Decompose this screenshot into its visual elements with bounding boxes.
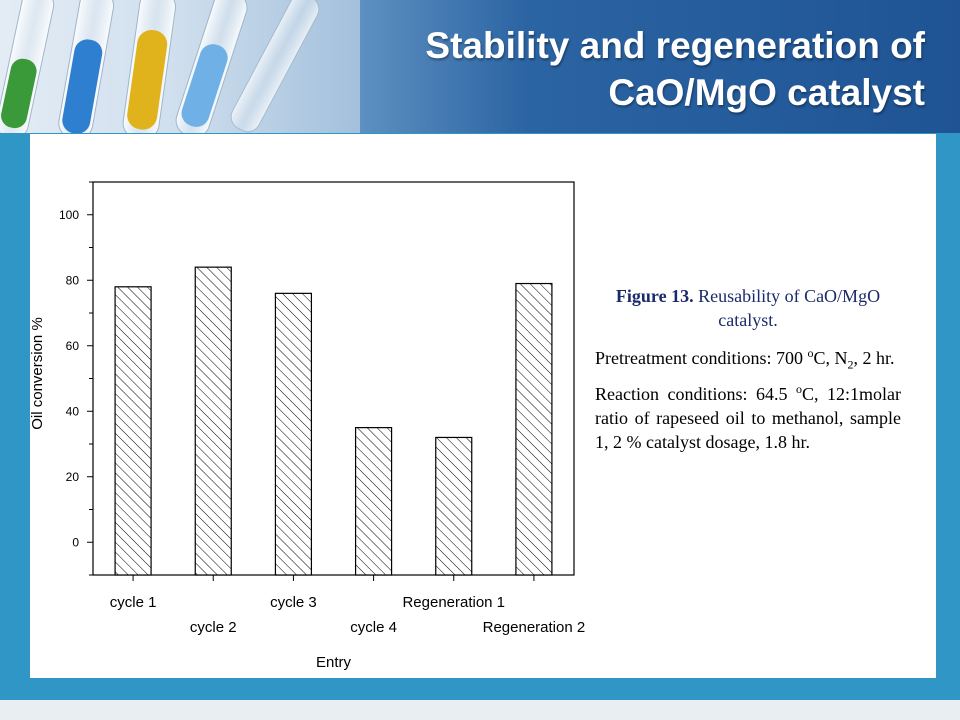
reaction-text-b: C, 12:1molar ratio of rapeseed oil to me… (595, 384, 901, 452)
bar (435, 436, 473, 576)
y-axis-title: Oil conversion % (29, 317, 46, 430)
x-category-label: cycle 4 (350, 619, 397, 636)
reaction-degree: o (796, 382, 802, 396)
plot-frame (92, 181, 575, 576)
pretreatment-degree: o (807, 346, 814, 360)
y-tick-label: 60 (66, 339, 80, 353)
pretreatment-conditions: Pretreatment conditions: 700 oC, N2, 2 h… (595, 346, 901, 372)
test-tubes-image (0, 0, 360, 133)
figure-caption: Figure 13. Reusability of CaO/MgO cataly… (595, 284, 901, 466)
bar (354, 427, 393, 576)
y-tick-label: 80 (66, 273, 80, 287)
bar (515, 282, 553, 576)
figure-label: Figure 13. (615, 286, 694, 306)
y-tick-label: 0 (72, 535, 79, 549)
y-tick-label: 40 (66, 404, 80, 418)
bar (274, 292, 313, 576)
bottom-strip (0, 700, 960, 720)
caption-title: Figure 13. Reusability of CaO/MgO cataly… (595, 284, 901, 332)
figure-text: Reusability of CaO/MgO catalyst. (693, 286, 881, 330)
bar (114, 286, 152, 576)
x-category-label: Regeneration 2 (483, 619, 586, 636)
x-category-label: cycle 2 (190, 619, 237, 636)
x-category-label: Regeneration 1 (402, 594, 505, 611)
reaction-conditions: Reaction conditions: 64.5 oC, 12:1molar … (595, 382, 901, 454)
x-category-label: cycle 1 (110, 594, 157, 611)
pretreatment-text-a: Pretreatment conditions: 700 (595, 348, 808, 368)
slide-title: Stability and regeneration of CaO/MgO ca… (285, 22, 925, 116)
pretreatment-subscript: 2 (847, 357, 854, 372)
x-category-label: cycle 3 (270, 594, 317, 611)
pretreatment-text-c: , 2 hr. (853, 348, 895, 368)
slide-title-line2: CaO/MgO catalyst (608, 72, 925, 113)
x-axis-title: Entry (316, 654, 352, 671)
y-tick-label: 20 (66, 470, 80, 484)
bar (194, 266, 232, 576)
reaction-text-a: Reaction conditions: 64.5 (595, 384, 796, 404)
y-tick-label: 100 (59, 208, 79, 222)
pretreatment-text-b: C, N (813, 348, 848, 368)
slide-title-line1: Stability and regeneration of (425, 25, 925, 66)
content-area (30, 134, 936, 678)
bar-chart: 0 20 40 60 80 100 cycle 1 cycle 2 cycle 3 cycle 4… (29, 181, 586, 671)
slide-header: Stability and regeneration of CaO/MgO ca… (0, 0, 960, 133)
